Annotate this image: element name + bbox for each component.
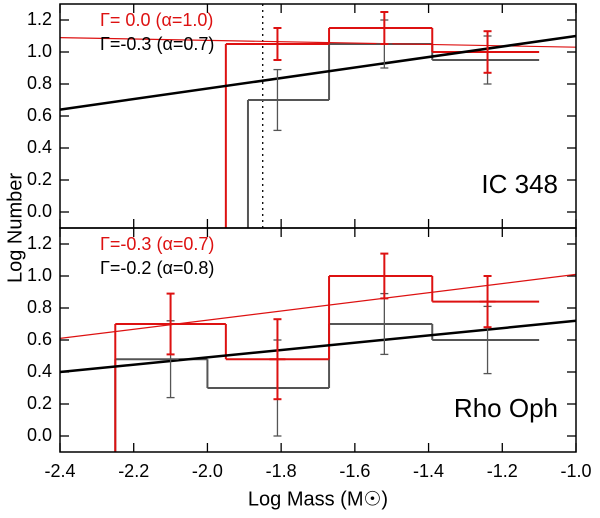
- panel-label: Rho Oph: [454, 393, 558, 423]
- panel-label: IC 348: [481, 169, 558, 199]
- fit-line: [59, 37, 577, 48]
- fit-line: [59, 319, 577, 374]
- legend-entry: Γ=-0.3 (α=0.7): [100, 34, 214, 54]
- y-tick-label: 0.4: [27, 137, 52, 157]
- y-tick-label: 0.2: [27, 169, 52, 189]
- y-tick-label: 0.8: [27, 73, 52, 93]
- legend-entry: Γ=-0.3 (α=0.7): [100, 234, 214, 254]
- y-axis-label: Log Number: [4, 173, 26, 283]
- y-tick-label: 0.2: [27, 393, 52, 413]
- x-tick-label: -1.2: [487, 461, 518, 481]
- y-tick-label: 0.6: [27, 105, 52, 125]
- x-tick-label: -1.6: [339, 461, 370, 481]
- y-tick-label: 1.0: [27, 265, 52, 285]
- x-tick-label: -2.2: [118, 461, 149, 481]
- x-tick-label: -2.4: [44, 461, 75, 481]
- y-tick-label: 0.8: [27, 297, 52, 317]
- y-tick-label: 0.0: [27, 201, 52, 221]
- legend-entry: Γ=-0.2 (α=0.8): [100, 258, 214, 278]
- x-axis-label: Log Mass (M☉): [248, 488, 388, 510]
- x-tick-label: -2.0: [192, 461, 223, 481]
- fit-line: [59, 34, 577, 111]
- y-tick-label: 0.0: [27, 425, 52, 445]
- legend-entry: Γ= 0.0 (α=1.0): [100, 10, 213, 30]
- x-tick-label: -1.0: [560, 461, 591, 481]
- fit-line: [59, 273, 577, 339]
- y-tick-label: 0.6: [27, 329, 52, 349]
- y-tick-label: 1.2: [27, 233, 52, 253]
- x-tick-label: -1.4: [413, 461, 444, 481]
- y-tick-label: 0.4: [27, 361, 52, 381]
- y-tick-label: 1.0: [27, 41, 52, 61]
- plot-frame: [59, 227, 577, 453]
- x-tick-label: -1.8: [266, 461, 297, 481]
- y-tick-label: 1.2: [27, 9, 52, 29]
